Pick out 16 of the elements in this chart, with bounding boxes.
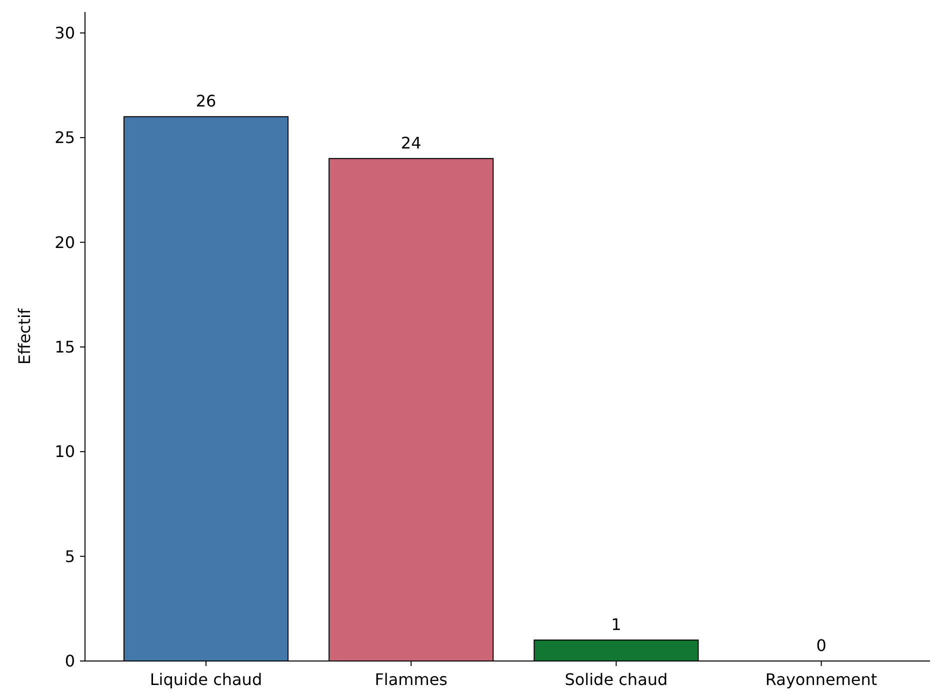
y-tick-label: 0 [64,652,75,671]
y-tick-label: 10 [54,442,75,462]
data-label: 0 [816,636,826,655]
data-label: 26 [196,92,216,111]
y-tick-label: 30 [54,24,75,43]
x-tick-label: Solide chaud [564,670,668,689]
data-label: 24 [400,134,422,153]
x-tick-label: Flammes [374,670,448,689]
x-tick-label: Rayonnement [765,670,878,689]
x-tick-label: Liquide chaud [150,670,262,689]
y-tick-label: 5 [64,546,75,566]
y-tick-label: 15 [54,338,75,357]
y-tick-label: 25 [54,128,75,148]
data-label: 1 [611,615,622,634]
y-axis-title: Effectif [15,308,34,365]
y-tick-label: 20 [54,232,75,252]
